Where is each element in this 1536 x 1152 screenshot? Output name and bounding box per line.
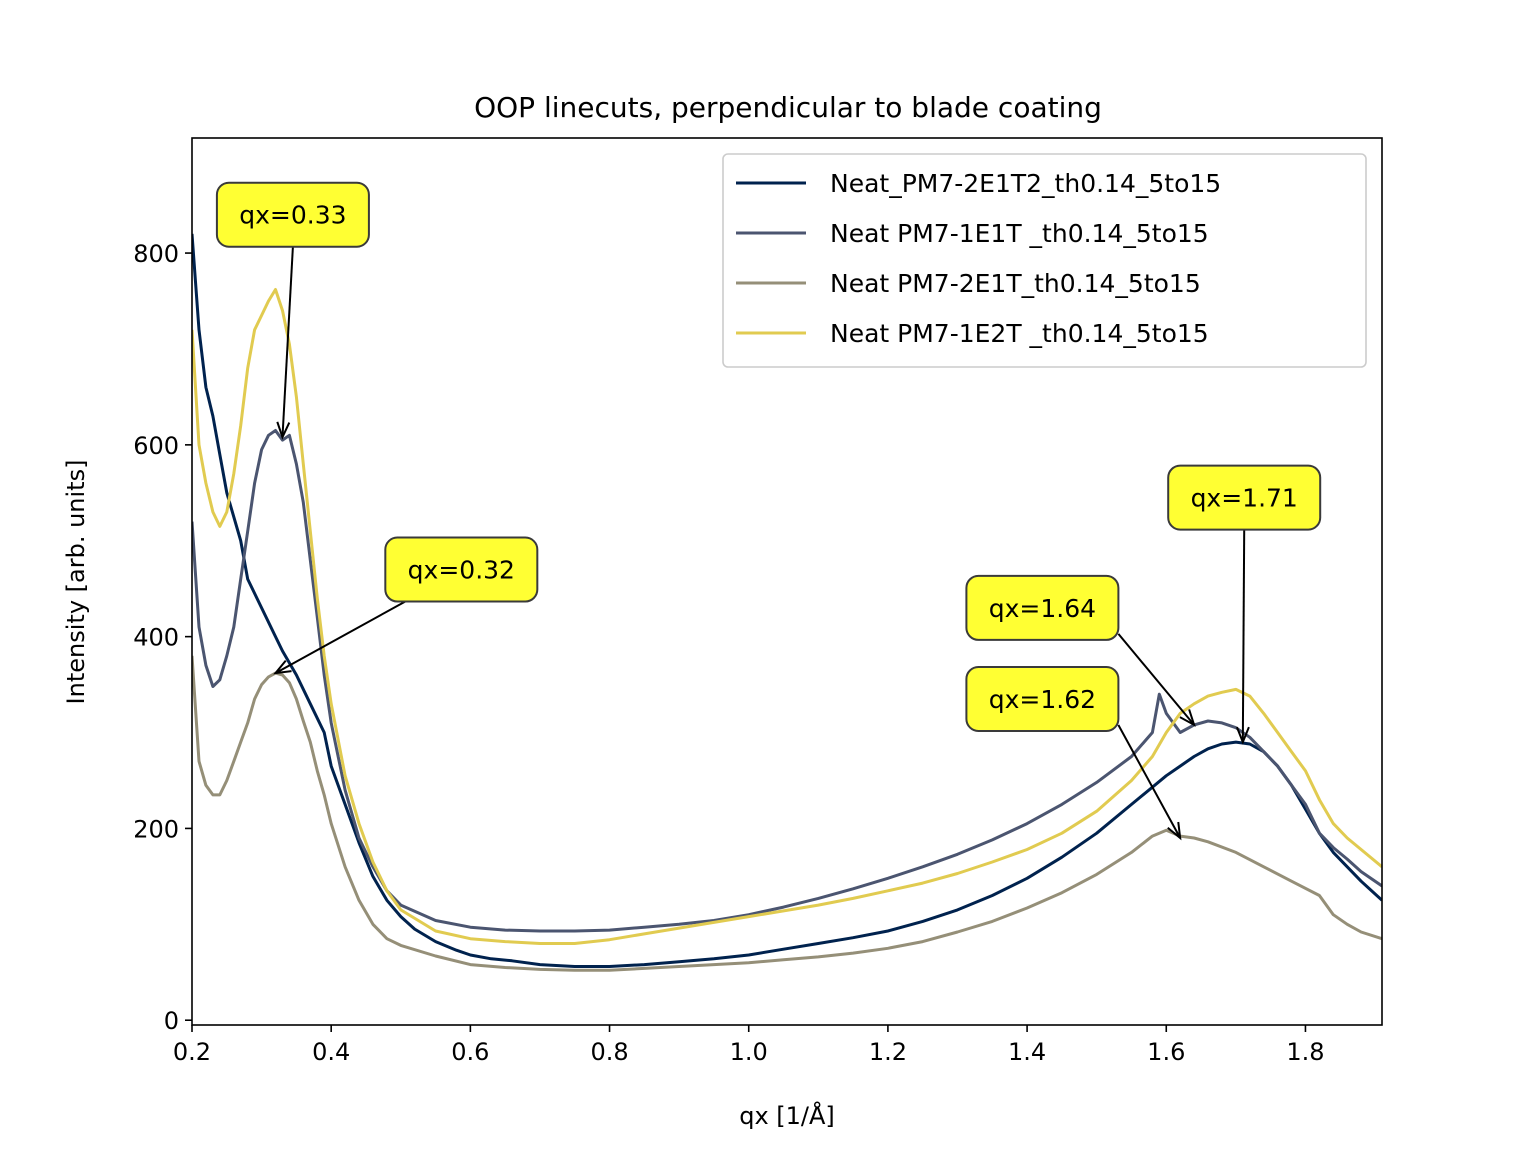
annotation-label: qx=1.71 bbox=[1191, 484, 1298, 513]
x-tick-label: 1.4 bbox=[1008, 1038, 1046, 1066]
x-tick-label: 0.4 bbox=[312, 1038, 350, 1066]
annotation-arrow-head bbox=[1167, 821, 1182, 841]
x-tick-label: 1.0 bbox=[730, 1038, 768, 1066]
y-tick-label: 800 bbox=[133, 240, 179, 268]
annotation-label: qx=0.32 bbox=[408, 556, 515, 585]
annotation-box bbox=[965, 665, 1120, 732]
x-tick-label: 1.6 bbox=[1147, 1038, 1185, 1066]
x-tick-label: 0.8 bbox=[590, 1038, 628, 1066]
annotation-box bbox=[1167, 464, 1322, 531]
annotation-arrow-head bbox=[276, 421, 291, 440]
annotation-arrow-line bbox=[275, 600, 406, 674]
legend-label: Neat PM7-1E2T _th0.14_5to15 bbox=[830, 319, 1209, 348]
legend-label: Neat PM7-2E1T_th0.14_5to15 bbox=[830, 269, 1201, 298]
annotation-3: qx=1.62 bbox=[965, 665, 1182, 841]
series-line-3 bbox=[192, 655, 1382, 972]
annotation-box bbox=[384, 536, 539, 603]
y-axis-label: Intensity [arb. units] bbox=[62, 460, 90, 705]
annotation-arrow-line bbox=[1241, 529, 1246, 743]
series-line-4 bbox=[192, 288, 1382, 945]
annotation-box bbox=[965, 574, 1120, 641]
annotation-box bbox=[215, 181, 370, 248]
annotation-arrow-line bbox=[1117, 633, 1195, 726]
series-line-2 bbox=[192, 429, 1382, 933]
series-layer bbox=[192, 233, 1382, 972]
annotation-arrow-head bbox=[1235, 726, 1250, 745]
x-tick-label: 0.6 bbox=[451, 1038, 489, 1066]
annotation-2: qx=0.32 bbox=[273, 536, 539, 675]
plot-frame bbox=[191, 137, 1383, 1026]
annotation-label: qx=1.64 bbox=[989, 594, 1096, 623]
y-tick-label: 0 bbox=[164, 1007, 179, 1035]
series-line-1 bbox=[192, 233, 1382, 968]
annotation-4: qx=1.64 bbox=[965, 574, 1196, 727]
chart-title: OOP linecuts, perpendicular to blade coa… bbox=[474, 91, 1102, 124]
y-tick-label: 600 bbox=[133, 432, 179, 460]
y-tick-label: 200 bbox=[133, 815, 179, 843]
x-axis: 0.2 0.4 0.6 0.8 1.0 1.2 1.4 1.6 1.8 bbox=[173, 1025, 1325, 1066]
annotation-arrow-head bbox=[1179, 709, 1196, 727]
annotation-arrow-line bbox=[281, 246, 294, 438]
annotation-label: qx=0.33 bbox=[239, 201, 346, 230]
legend-frame bbox=[722, 153, 1367, 368]
legend-label: Neat_PM7-2E1T2_th0.14_5to15 bbox=[830, 169, 1221, 198]
annotation-arrow-head bbox=[273, 659, 292, 675]
y-tick-label: 400 bbox=[133, 624, 179, 652]
plot-area bbox=[191, 137, 1383, 1026]
annotations-layer: qx=0.33 qx=0.32 qx=1.62 qx=1.64 qx=1.71 bbox=[215, 181, 1322, 841]
x-axis-label: qx [1/Å] bbox=[739, 1101, 835, 1130]
x-tick-label: 1.8 bbox=[1286, 1038, 1324, 1066]
annotation-1: qx=0.33 bbox=[215, 181, 370, 440]
annotation-arrow-line bbox=[1117, 724, 1182, 839]
annotation-label: qx=1.62 bbox=[989, 685, 1096, 714]
annotation-5: qx=1.71 bbox=[1167, 464, 1322, 745]
y-axis: 0 200 400 600 800 bbox=[133, 240, 192, 1035]
x-tick-label: 0.2 bbox=[173, 1038, 211, 1066]
legend-label: Neat PM7-1E1T _th0.14_5to15 bbox=[830, 219, 1209, 248]
legend: Neat_PM7-2E1T2_th0.14_5to15 Neat PM7-1E1T… bbox=[722, 153, 1367, 368]
x-tick-label: 1.2 bbox=[869, 1038, 907, 1066]
